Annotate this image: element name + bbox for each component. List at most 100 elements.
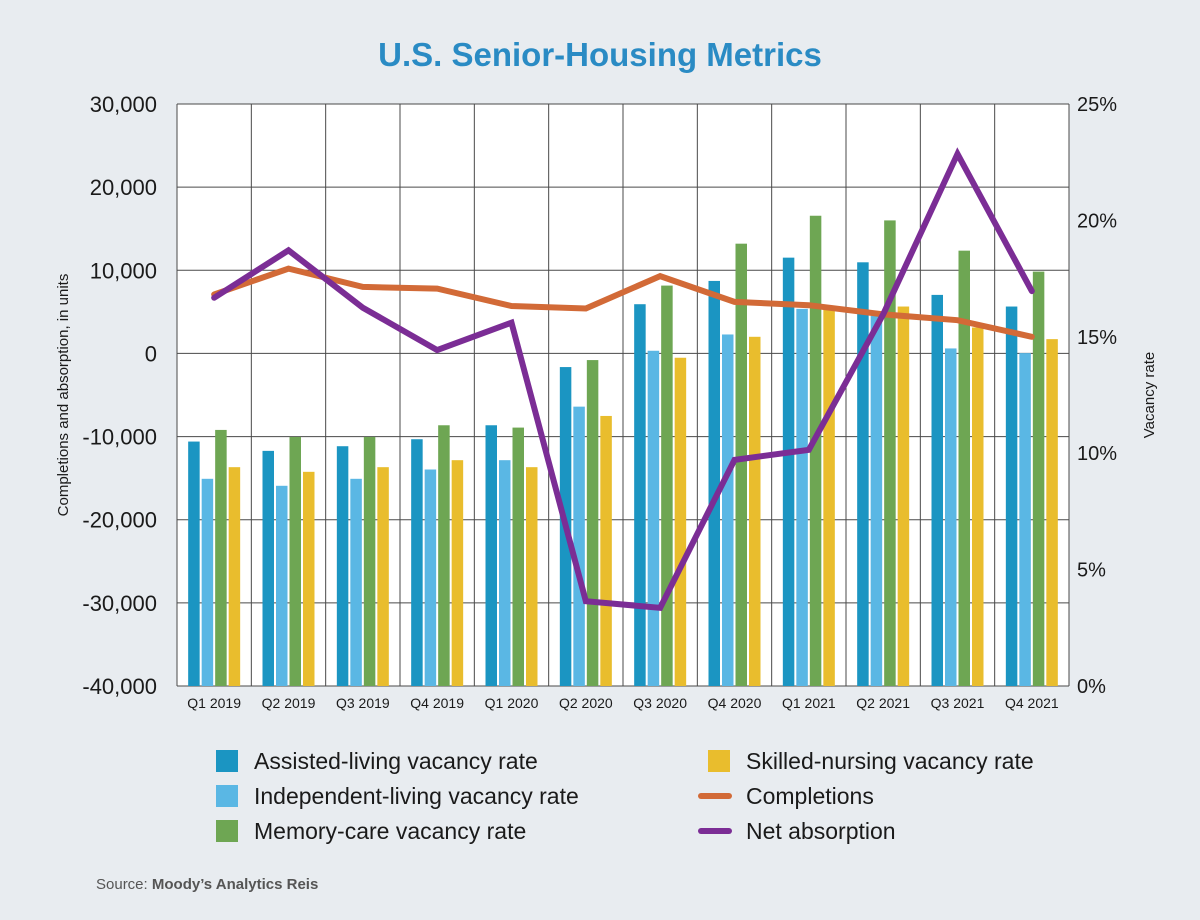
legend-line-completions — [698, 793, 732, 799]
bar — [634, 304, 646, 686]
y2-axis-title: Vacancy rate — [1141, 352, 1158, 438]
bar — [377, 467, 389, 686]
bar — [228, 467, 241, 686]
bar — [884, 220, 896, 686]
bar — [749, 336, 761, 686]
bar — [600, 415, 612, 686]
bar — [485, 425, 497, 686]
bar — [958, 250, 970, 686]
legend-label-completions: Completions — [746, 782, 874, 809]
bar — [411, 439, 423, 686]
chart-title: U.S. Senior-Housing Metrics — [378, 36, 822, 73]
bar — [276, 485, 288, 686]
legend-item-completions: Completions — [698, 780, 874, 812]
bar — [303, 471, 315, 686]
x-tick-label: Q1 2021 — [782, 695, 836, 711]
bar — [897, 306, 910, 686]
bar — [722, 334, 734, 686]
bar — [512, 427, 524, 686]
bar — [782, 257, 795, 686]
x-tick-label: Q2 2019 — [262, 695, 316, 711]
x-tick-label: Q4 2019 — [410, 695, 464, 711]
bar — [1032, 271, 1045, 686]
bar — [438, 425, 450, 686]
legend-swatch-assisted — [216, 750, 238, 772]
bar — [262, 450, 274, 686]
bar — [1005, 306, 1018, 686]
y2-tick-label: 20% — [1077, 210, 1117, 232]
bar — [972, 327, 984, 686]
bar — [870, 315, 883, 686]
bar — [363, 436, 376, 686]
source-prefix: Source: — [96, 876, 148, 893]
legend-swatch-skilled — [708, 750, 730, 772]
y2-tick-label: 15% — [1077, 327, 1117, 349]
bar — [796, 308, 808, 686]
legend-label-absorption: Net absorption — [746, 817, 896, 844]
bar — [661, 285, 673, 686]
x-tick-label: Q3 2019 — [336, 695, 390, 711]
y-tick-label: 0 — [145, 341, 157, 366]
legend-label-memory: Memory-care vacancy rate — [254, 817, 527, 844]
x-tick-label: Q2 2021 — [856, 695, 910, 711]
y-tick-label: -40,000 — [82, 674, 157, 699]
x-tick-label: Q1 2019 — [187, 695, 241, 711]
source-name: Moody’s Analytics Reis — [151, 876, 319, 893]
y2-tick-label: 25% — [1077, 94, 1117, 116]
y-tick-label: 10,000 — [90, 258, 157, 283]
line-series — [211, 265, 1035, 340]
source-note: Source: Moody’s Analytics Reis — [96, 876, 318, 893]
y-tick-label: -30,000 — [82, 591, 157, 616]
bar — [188, 441, 200, 686]
bar — [573, 406, 585, 686]
legend-line-absorption — [698, 828, 732, 834]
legend-label-skilled: Skilled-nursing vacancy rate — [746, 747, 1034, 774]
bar — [647, 350, 660, 686]
y2-tick-label: 10% — [1077, 443, 1117, 465]
bar — [201, 478, 214, 686]
legend-item-absorption: Net absorption — [698, 815, 896, 847]
legend-item-assisted: Assisted-living vacancy rate — [216, 745, 538, 777]
bar — [1019, 353, 1031, 686]
x-tick-label: Q4 2021 — [1005, 695, 1059, 711]
bar — [945, 348, 957, 686]
legend-swatch-independent — [216, 785, 238, 807]
bar — [451, 460, 464, 686]
legend-swatch-memory — [216, 820, 238, 842]
bar — [931, 294, 943, 686]
x-tick-label: Q3 2021 — [931, 695, 985, 711]
x-tick-label: Q2 2020 — [559, 695, 613, 711]
bar — [708, 280, 720, 686]
x-tick-label: Q1 2020 — [485, 695, 539, 711]
y-tick-label: 30,000 — [90, 92, 157, 117]
bar — [526, 467, 538, 686]
bar — [823, 306, 835, 686]
bar — [499, 460, 511, 686]
y-tick-label: -20,000 — [82, 508, 157, 533]
y-tick-label: 20,000 — [90, 175, 157, 200]
y2-tick-label: 5% — [1077, 560, 1106, 582]
x-tick-label: Q4 2020 — [708, 695, 762, 711]
bar — [350, 478, 362, 686]
legend-item-independent: Independent-living vacancy rate — [216, 780, 579, 812]
x-tick-label: Q3 2020 — [633, 695, 687, 711]
y2-tick-label: 0% — [1077, 676, 1106, 698]
line-series — [211, 147, 1035, 612]
bar — [1046, 339, 1058, 686]
bar — [809, 215, 822, 686]
bar — [289, 436, 301, 686]
bar — [336, 446, 349, 686]
chart-legend: Assisted-living vacancy rate Independent… — [216, 745, 1076, 855]
legend-label-assisted: Assisted-living vacancy rate — [254, 747, 538, 774]
bar — [586, 360, 599, 686]
y-axis-title: Completions and absorption, in units — [55, 274, 72, 517]
legend-item-skilled: Skilled-nursing vacancy rate — [708, 745, 1034, 777]
bar — [857, 262, 869, 686]
bar — [735, 243, 747, 686]
y-tick-label: -10,000 — [82, 425, 157, 450]
bar — [674, 357, 687, 686]
legend-label-independent: Independent-living vacancy rate — [254, 782, 579, 809]
bar — [215, 429, 227, 686]
